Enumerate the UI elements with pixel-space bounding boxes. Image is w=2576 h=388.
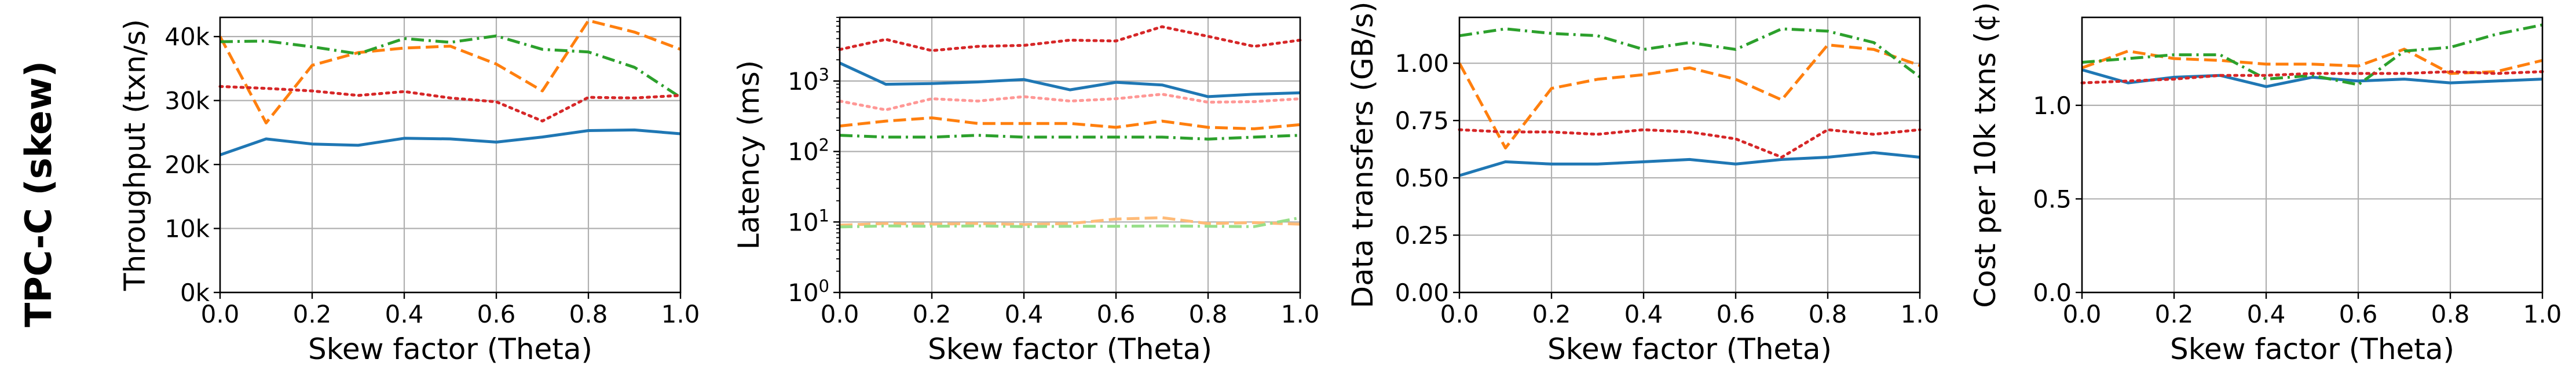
row-label: TPC-C (skew) [17,61,60,327]
x-axis-label: Skew factor (Theta) [1547,332,1832,366]
y-tick-label: 0.5 [2033,185,2072,213]
x-tick-label: 0.0 [201,300,240,328]
series-line-1 [1459,151,1920,177]
x-axis-label: Skew factor (Theta) [928,332,1212,366]
y-tick-label: 0.75 [1395,107,1449,135]
x-tick-label: 0.8 [1189,300,1228,328]
series-line-4 [838,25,1302,52]
y-tick-label: 0.50 [1395,164,1449,192]
x-tick-label: 0.8 [569,300,608,328]
y-tick-label: 40k [164,23,210,51]
y-axis-label: Throughput (txn/s) [118,19,152,291]
y-tick-label: 0.0 [2033,279,2072,307]
x-tick-label: 0.6 [2339,300,2378,328]
x-tick-label: 0.8 [1809,300,1847,328]
series-line-1 [219,128,681,156]
y-axis-label: Cost per 10k txns (¢) [1968,2,2002,308]
x-tick-label: 0.2 [1532,300,1571,328]
y-tick-label: 1.00 [1395,49,1449,78]
x-tick-label: 0.2 [913,300,952,328]
series-line-3 [1459,27,1921,78]
series-line-3 [839,134,1301,141]
x-tick-label: 0.4 [1005,300,1044,328]
x-tick-label: 0.0 [1440,300,1479,328]
x-axis-label: Skew factor (Theta) [308,332,592,366]
y-tick-label: 102 [788,136,829,166]
y-tick-label: 0k [180,279,210,307]
x-tick-label: 0.8 [2431,300,2470,328]
y-axis-label: Latency (ms) [732,60,766,250]
series-line-4 [218,85,682,123]
x-tick-label: 0.4 [2247,300,2286,328]
x-tick-label: 0.6 [1717,300,1755,328]
series-line-2 [2081,47,2543,75]
y-tick-label: 0.00 [1395,279,1449,307]
series-line-7 [839,216,1301,229]
y-tick-label: 30k [164,87,210,115]
x-tick-label: 0.4 [385,300,424,328]
x-tick-label: 0.6 [477,300,516,328]
y-tick-label: 0.25 [1395,221,1449,250]
x-tick-label: 0.2 [293,300,332,328]
chart-panel-1: 0.0 0.2 0.4 0.6 0.8 1.0 0k 10k 20k 30k 40k Skew fac… [118,16,700,366]
y-tick-label: 20k [164,151,210,179]
x-tick-label: 0.0 [821,300,859,328]
y-tick-label: 101 [788,206,829,236]
x-tick-label: 1.0 [661,300,700,328]
plot-frame [839,16,1301,294]
series-line-2 [839,116,1301,130]
x-tick-label: 0.0 [2063,300,2102,328]
series-line-3 [219,34,682,99]
plot-frame [1458,16,1921,294]
series-line-4 [1458,128,1922,159]
y-tick-label: 100 [788,276,829,307]
plot-frame [2081,16,2544,294]
series-line-1 [839,61,1301,98]
x-tick-label: 0.4 [1624,300,1663,328]
y-axis-label: Data transfers (GB/s) [1346,2,1380,309]
y-tick-label: 1.0 [2033,91,2072,120]
x-tick-label: 1.0 [1901,300,1940,328]
x-axis-label: Skew factor (Theta) [2170,332,2454,366]
chart-panel-3: 0.0 0.2 0.4 0.6 0.8 1.0 0.00 0.25 0.50 0.75 1.00 Sk… [1346,2,1939,366]
y-tick-label: 103 [788,65,829,96]
x-tick-label: 0.2 [2155,300,2194,328]
plot-frame [219,16,682,294]
series-line-6 [839,216,1301,227]
series-line-3 [2081,23,2543,86]
x-tick-label: 1.0 [2523,300,2562,328]
y-tick-label: 10k [164,215,210,243]
x-tick-label: 1.0 [1281,300,1320,328]
series-line-5 [838,93,1302,112]
series-line-2 [218,19,681,125]
series-line-4 [2080,70,2544,85]
chart-panel-4: 0.0 0.2 0.4 0.6 0.8 1.0 0.0 0.5 1.0 Skew factor (… [1968,2,2562,366]
x-tick-label: 0.6 [1097,300,1136,328]
chart-panel-2: 0.0 0.2 0.4 0.6 0.8 1.0 100 101 102 103 Skew facto… [732,16,1320,366]
series-line-2 [1458,43,1920,150]
